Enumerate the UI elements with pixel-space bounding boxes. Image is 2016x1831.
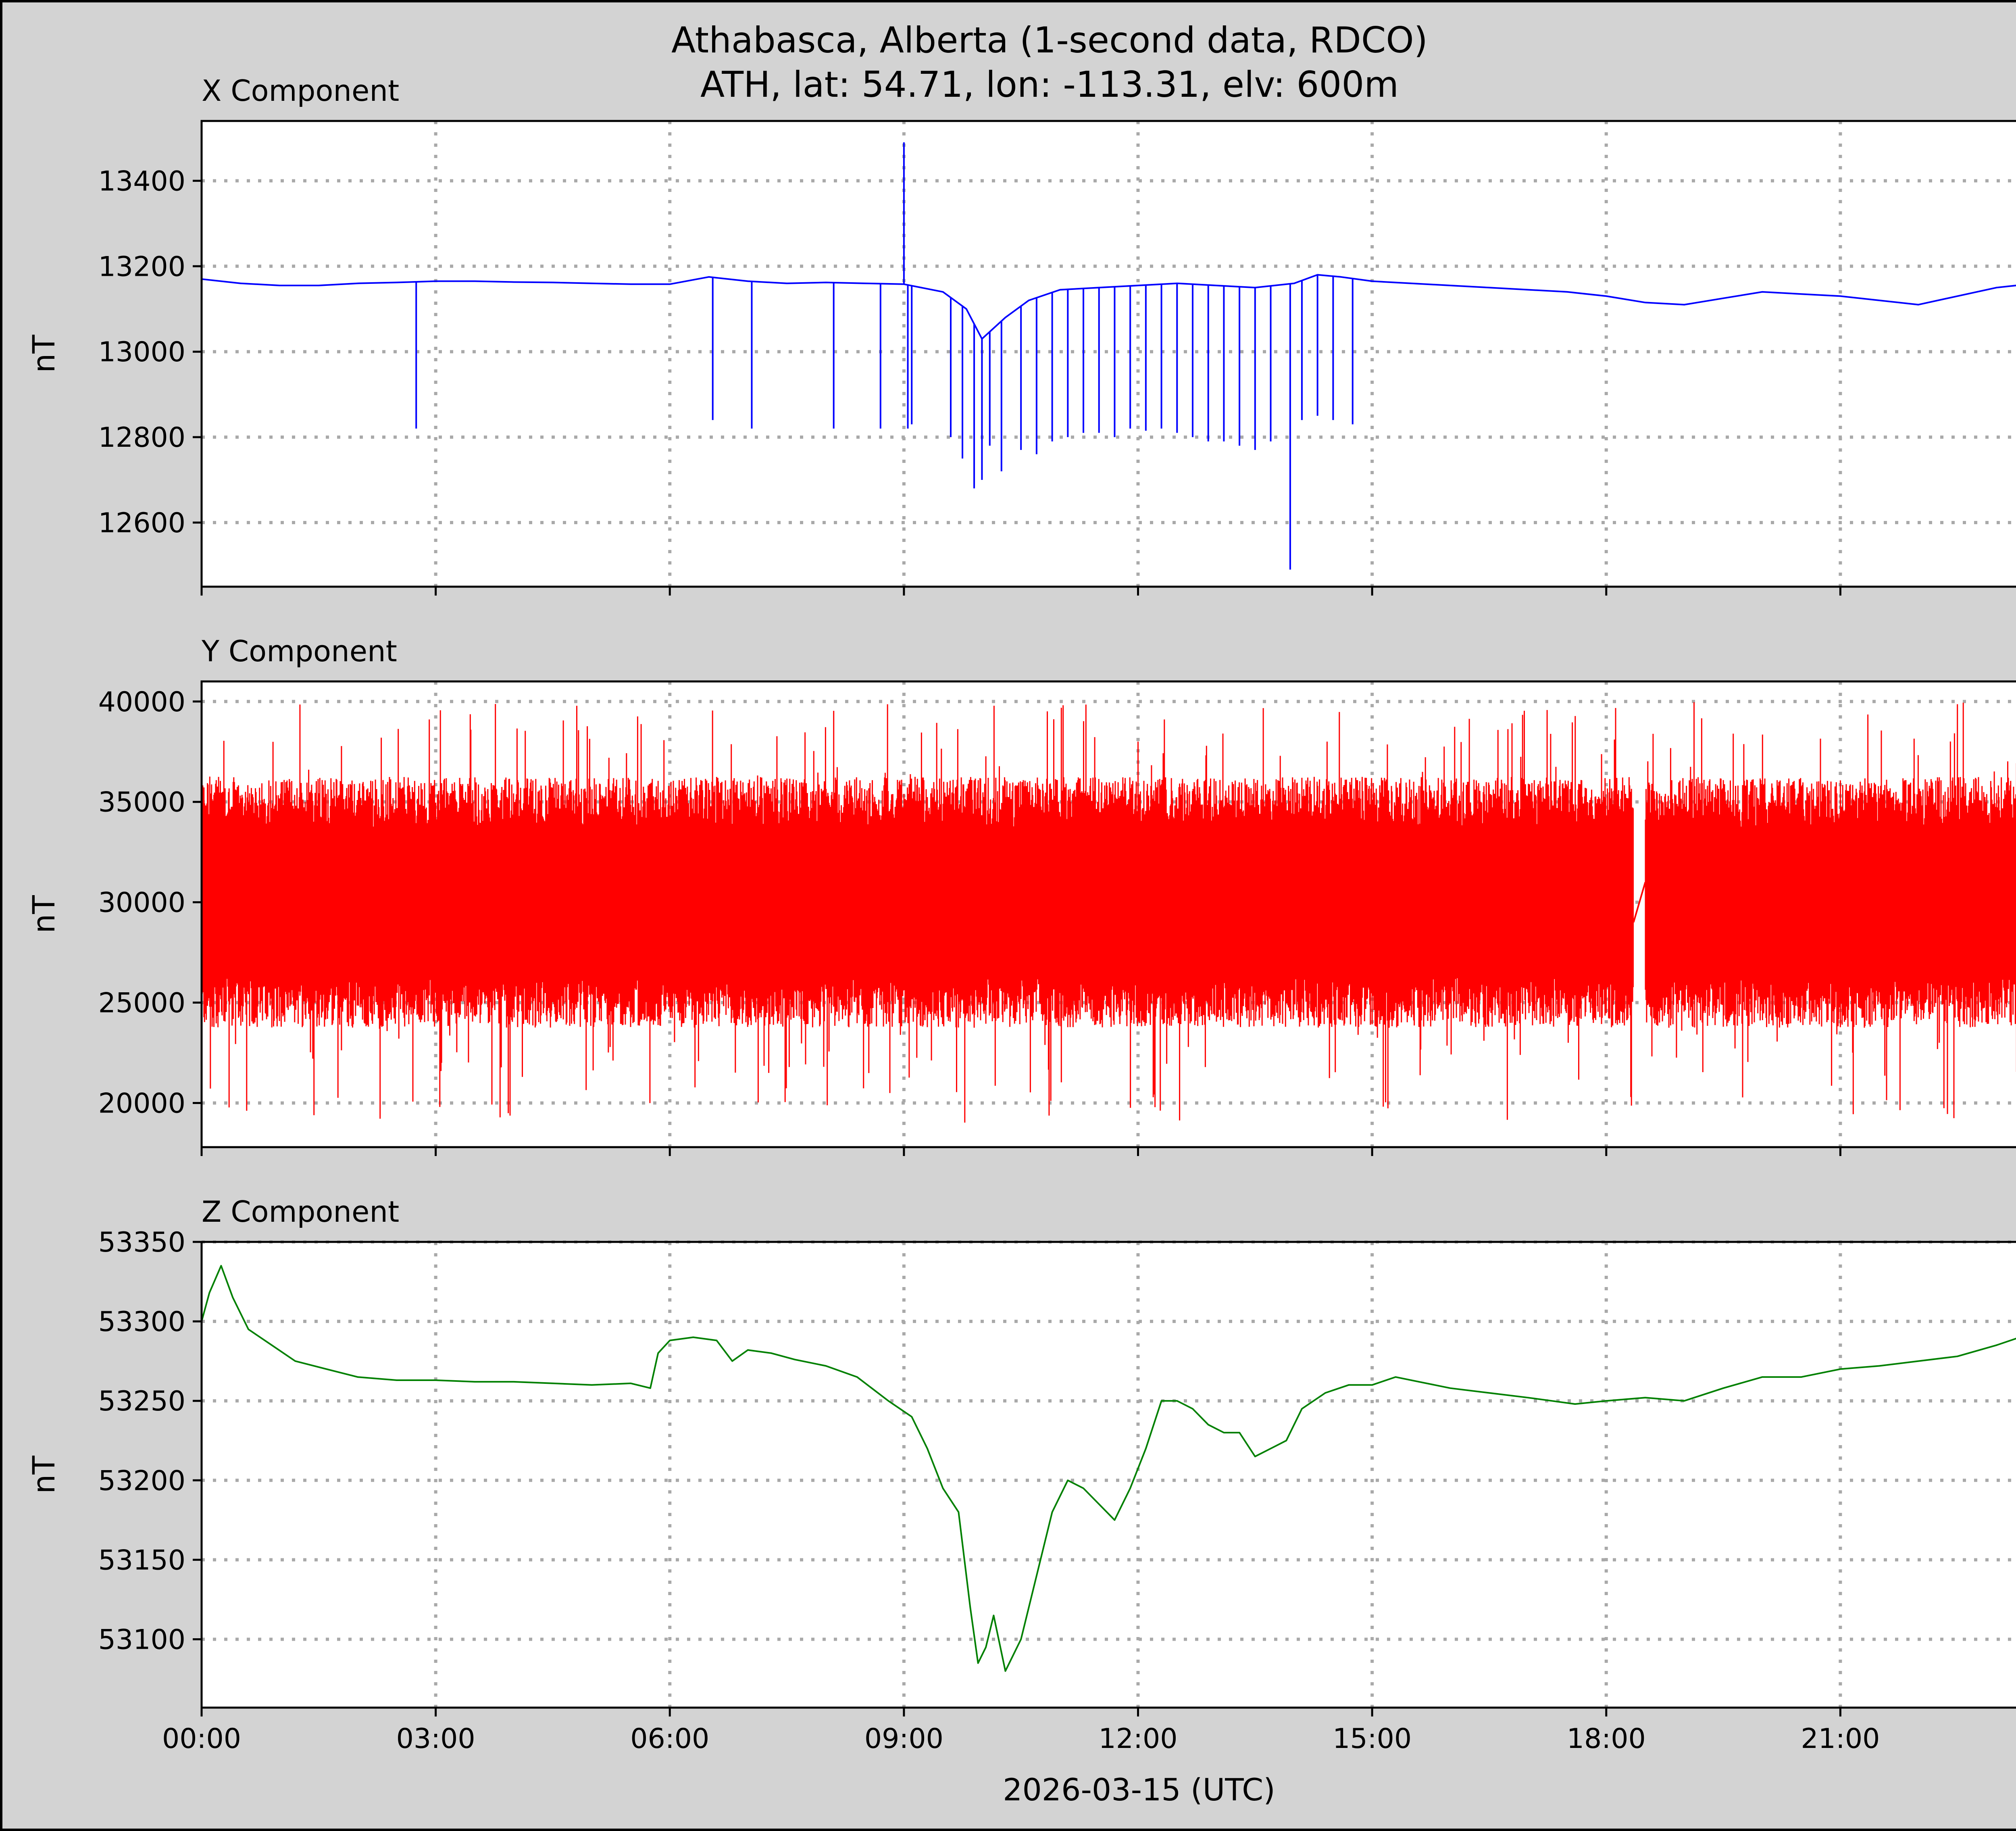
y-tick-label: 13400 <box>98 165 185 197</box>
plot-area <box>202 1242 2016 1708</box>
x-axis-label: 2026-03-15 (UTC) <box>1003 1772 1275 1808</box>
y-axis-label: nT <box>26 1456 62 1494</box>
x-tick-label: 06:00 <box>630 1723 709 1755</box>
y-tick-label: 12800 <box>98 422 185 454</box>
figure-title: Athabasca, Alberta (1-second data, RDCO) <box>671 19 1428 61</box>
series-line <box>202 1265 2016 1672</box>
y-tick-label: 53150 <box>98 1544 185 1576</box>
gap-connector <box>1633 882 1646 923</box>
x-tick-label: 18:00 <box>1567 1723 1646 1755</box>
y-tick-label: 30000 <box>98 887 185 919</box>
series-group <box>202 142 2016 570</box>
y-axis-label: nT <box>26 895 62 933</box>
y-tick-label: 13200 <box>98 251 185 283</box>
plot-frame <box>200 1241 2016 1709</box>
y-tick-label: 35000 <box>98 787 185 819</box>
y-tick-label: 53350 <box>98 1227 185 1258</box>
plot-frame <box>200 120 2016 588</box>
series-line <box>202 274 2016 340</box>
figure-subtitle: ATH, lat: 54.71, lon: -113.31, elv: 600m <box>700 64 1399 105</box>
x-tick-label: 21:00 <box>1801 1723 1880 1755</box>
panel-title: X Component <box>202 74 399 108</box>
y-tick-label: 53100 <box>98 1624 185 1656</box>
x-tick-label: 15:00 <box>1333 1723 1412 1755</box>
x-tick-label: 12:00 <box>1099 1723 1178 1755</box>
y-component-panel: Y Component nT 20000 25000 30000 35000 40000 <box>26 634 2016 1156</box>
plot-frame <box>200 680 2016 1148</box>
panel-title: Y Component <box>201 634 397 668</box>
y-tick-label: 12600 <box>98 507 185 539</box>
y-axis-label: nT <box>26 335 62 373</box>
panel-title: Z Component <box>202 1195 399 1229</box>
x-tick-label: 09:00 <box>864 1723 943 1755</box>
y-tick-label: 13000 <box>98 336 185 368</box>
x-component-panel: X Component nT 12600 12800 13000 13200 13400 <box>26 74 2016 596</box>
y-tick-label: 20000 <box>98 1087 185 1119</box>
y-tick-label: 53200 <box>98 1465 185 1497</box>
plot-area <box>202 121 2016 587</box>
x-tick-label: 03:00 <box>396 1723 475 1755</box>
y-tick-label: 40000 <box>98 686 185 718</box>
series-group <box>202 1265 2016 1672</box>
y-tick-label: 53250 <box>98 1385 185 1417</box>
series-line <box>202 702 2016 1123</box>
y-tick-label: 53300 <box>98 1306 185 1338</box>
y-tick-label: 25000 <box>98 987 185 1019</box>
series-group <box>202 702 2016 1123</box>
x-tick-label: 00:00 <box>162 1723 241 1755</box>
z-component-panel: Z Component nT 00:00 03:00 06:00 09:00 12:00 15… <box>26 1195 2016 1755</box>
